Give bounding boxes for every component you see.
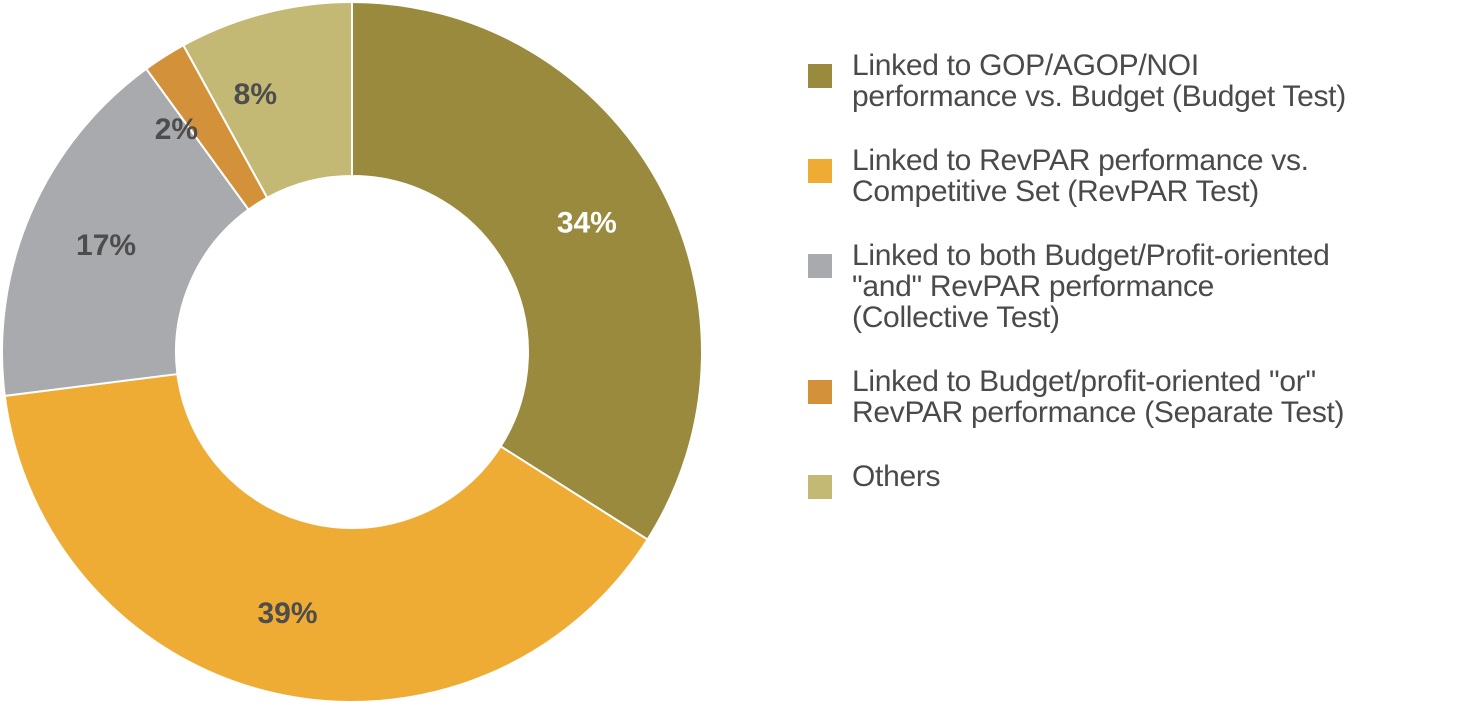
data-label: 17%	[76, 229, 136, 262]
legend-label: Linked to Budget/profit-oriented "or" Rev…	[852, 365, 1345, 429]
slice-revpar-test	[3, 372, 649, 703]
legend-item-collective-test: Linked to both Budget/Profit-oriented "an…	[808, 240, 1458, 333]
data-label: 2%	[155, 113, 198, 146]
legend: Linked to GOP/AGOP/NOI performance vs. Bu…	[808, 50, 1458, 532]
donut-slices	[1, 0, 703, 703]
donut-chart: 34% 39% 17% 2% 8%	[1, 0, 703, 703]
data-label: 34%	[557, 206, 617, 239]
legend-swatch	[808, 475, 832, 499]
legend-swatch	[808, 64, 832, 88]
data-label: 39%	[258, 597, 318, 630]
legend-label: Others	[852, 460, 941, 493]
legend-item-separate-test: Linked to Budget/profit-oriented "or" Rev…	[808, 366, 1458, 428]
slice-others	[182, 0, 353, 200]
legend-swatch	[808, 254, 832, 278]
legend-swatch	[808, 159, 832, 183]
legend-swatch	[808, 380, 832, 404]
legend-item-others: Others	[808, 461, 1458, 499]
legend-item-revpar-test: Linked to RevPAR performance vs. Competit…	[808, 145, 1458, 207]
data-label: 8%	[234, 78, 277, 111]
legend-label: Linked to GOP/AGOP/NOI performance vs. Bu…	[852, 49, 1346, 113]
legend-label: Linked to RevPAR performance vs. Competit…	[852, 144, 1309, 208]
slice-budget-test	[351, 0, 703, 541]
slice-collective-test	[1, 67, 250, 397]
legend-item-budget-test: Linked to GOP/AGOP/NOI performance vs. Bu…	[808, 50, 1458, 112]
data-labels: 34% 39% 17% 2% 8%	[76, 78, 617, 630]
legend-label: Linked to both Budget/Profit-oriented "an…	[852, 239, 1330, 334]
